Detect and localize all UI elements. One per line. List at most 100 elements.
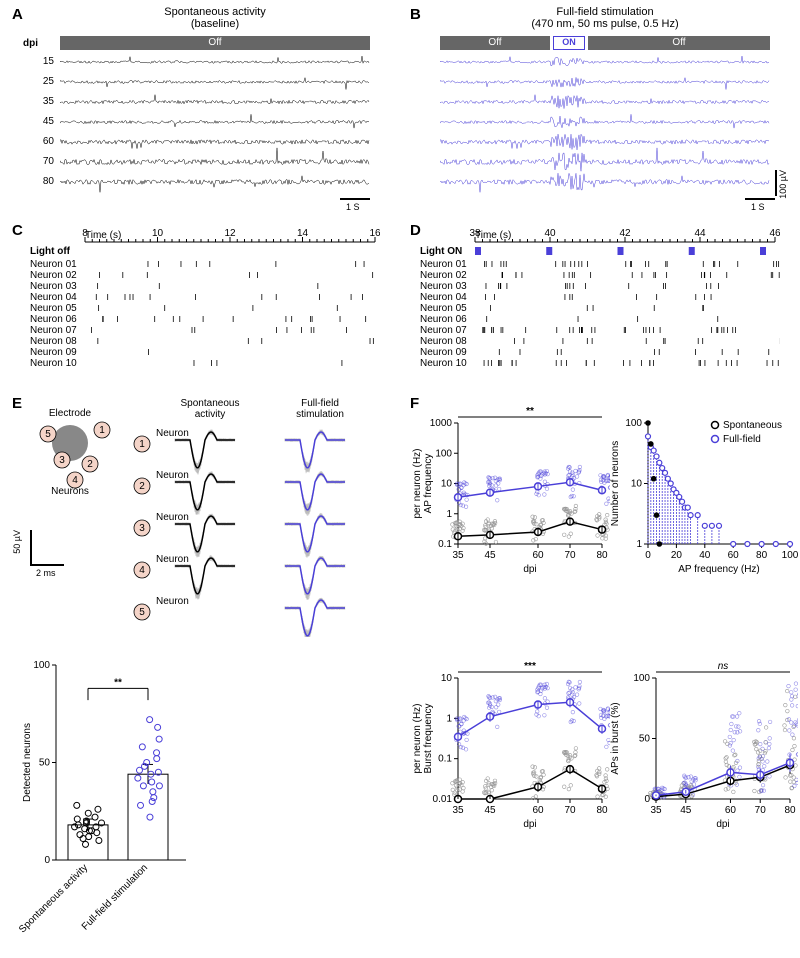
svg-text:Full-field stimulation: Full-field stimulation [80, 862, 150, 932]
svg-text:Detected neurons: Detected neurons [22, 723, 33, 802]
svg-text:**: ** [114, 677, 122, 688]
svg-text:Neuron 04: Neuron 04 [30, 292, 77, 303]
subtitle-text-b: (470 nm, 50 ms pulse, 0.5 Hz) [531, 18, 678, 30]
svg-text:Neuron 03: Neuron 03 [420, 281, 467, 292]
svg-text:Neuron 05: Neuron 05 [420, 303, 467, 314]
svg-text:Neuron 01: Neuron 01 [420, 259, 467, 270]
svg-text:5: 5 [139, 607, 145, 618]
svg-text:70: 70 [564, 805, 576, 816]
svg-text:dpi: dpi [716, 819, 729, 830]
svg-text:10: 10 [152, 228, 164, 239]
svg-text:50: 50 [639, 734, 651, 745]
svg-text:80: 80 [596, 805, 608, 816]
svg-text:Neuron: Neuron [156, 428, 189, 439]
spont-header: Spontaneous activity [165, 398, 255, 420]
svg-text:60: 60 [725, 805, 737, 816]
svg-text:10: 10 [441, 673, 453, 684]
svg-text:14: 14 [297, 228, 309, 239]
detected-neurons-chart: 050100Detected neurons**Spontaneous acti… [18, 650, 198, 950]
dpi-label: 80 [34, 176, 54, 187]
full-header: Full-field stimulation [275, 398, 365, 420]
svg-text:Neuron 08: Neuron 08 [420, 336, 467, 347]
panel-e-waveforms: 1Neuron2Neuron3Neuron4Neuron5Neuron [130, 422, 380, 637]
svg-text:Neuron 07: Neuron 07 [30, 325, 77, 336]
svg-text:Neuron: Neuron [156, 596, 189, 607]
svg-text:Spontaneous: Spontaneous [723, 420, 782, 431]
panel-label-b: B [410, 6, 421, 23]
electrode-schematic: Electrode12345Neurons [30, 408, 130, 498]
svg-text:AP frequency (Hz): AP frequency (Hz) [678, 564, 760, 575]
svg-text:45: 45 [484, 550, 496, 561]
dpi-label: 45 [34, 116, 54, 127]
svg-text:100: 100 [625, 418, 642, 429]
svg-text:Neuron 04: Neuron 04 [420, 292, 467, 303]
svg-text:Neuron 03: Neuron 03 [30, 281, 77, 292]
svg-text:1000: 1000 [430, 418, 453, 429]
svg-text:Neuron 06: Neuron 06 [30, 314, 77, 325]
svg-text:Electrode: Electrode [49, 408, 92, 419]
svg-text:Neuron 02: Neuron 02 [420, 270, 467, 281]
svg-text:12: 12 [224, 228, 236, 239]
chart-ap-frequency: 0.111010010003545607080AP frequencyper n… [410, 405, 610, 580]
svg-text:Light ON: Light ON [420, 246, 462, 257]
panel-b-traces [440, 52, 770, 202]
chart-burst-frequency: 0.010.11103545607080Burst frequencyper n… [410, 660, 610, 835]
svg-text:8: 8 [82, 228, 88, 239]
title-text-b: Full-field stimulation [556, 6, 653, 18]
svg-text:Neuron 10: Neuron 10 [420, 358, 467, 369]
svg-text:35: 35 [650, 805, 662, 816]
panel-d-raster: Time (s)3840424446Light ONNeuron 01Neuro… [420, 228, 780, 378]
svg-text:10: 10 [631, 479, 643, 490]
title-text: Spontaneous activity [164, 6, 266, 18]
svg-text:100: 100 [33, 660, 50, 671]
svg-text:35: 35 [452, 805, 464, 816]
panel-c-raster: Time (s)810121416Light offNeuron 01Neuro… [30, 228, 380, 378]
svg-text:***: *** [524, 661, 536, 672]
svg-text:4: 4 [72, 475, 78, 486]
svg-text:80: 80 [756, 550, 768, 561]
scale-a-x-text: 1 S [346, 202, 360, 212]
panel-b-title: Full-field stimulation(470 nm, 50 ms pul… [440, 6, 770, 30]
svg-text:4: 4 [139, 565, 145, 576]
svg-text:10: 10 [441, 479, 453, 490]
svg-text:per neuron (Hz): per neuron (Hz) [412, 703, 423, 773]
svg-text:Neuron: Neuron [156, 512, 189, 523]
svg-text:Neuron 02: Neuron 02 [30, 270, 77, 281]
svg-text:44: 44 [694, 228, 706, 239]
svg-text:APs in burst (%): APs in burst (%) [610, 702, 621, 774]
svg-text:AP frequency: AP frequency [423, 454, 434, 514]
svg-text:50: 50 [39, 758, 51, 769]
panel-a-title: Spontaneous activity(baseline) [60, 6, 370, 30]
svg-text:70: 70 [755, 805, 767, 816]
svg-text:5: 5 [45, 429, 51, 440]
svg-text:dpi: dpi [523, 819, 536, 830]
svg-text:60: 60 [532, 550, 544, 561]
svg-text:ns: ns [718, 661, 729, 672]
svg-text:80: 80 [596, 550, 608, 561]
dpi-header: dpi [14, 38, 38, 49]
svg-text:46: 46 [769, 228, 780, 239]
scalebar-b-x [745, 198, 775, 200]
svg-text:Time (s): Time (s) [85, 230, 121, 241]
svg-text:0: 0 [44, 855, 50, 866]
svg-text:0.01: 0.01 [433, 794, 453, 805]
svg-text:20: 20 [671, 550, 683, 561]
svg-text:60: 60 [532, 805, 544, 816]
svg-text:Full-field: Full-field [723, 434, 761, 445]
scale-e-y-text: 50 µV [12, 530, 22, 554]
svg-text:Neuron 09: Neuron 09 [30, 347, 77, 358]
dpi-label: 70 [34, 156, 54, 167]
svg-text:Neuron 07: Neuron 07 [420, 325, 467, 336]
svg-text:Neurons: Neurons [51, 486, 89, 497]
svg-text:0: 0 [645, 550, 651, 561]
svg-text:Number of neurons: Number of neurons [610, 441, 621, 527]
on-bar-b: ON [553, 36, 585, 50]
svg-text:3: 3 [139, 523, 145, 534]
dpi-label: 35 [34, 96, 54, 107]
svg-text:Neuron 09: Neuron 09 [420, 347, 467, 358]
scalebar-a-x [340, 198, 370, 200]
svg-text:Neuron 06: Neuron 06 [420, 314, 467, 325]
svg-text:2: 2 [139, 481, 145, 492]
off-bar-b2: Off [588, 36, 770, 50]
svg-text:45: 45 [484, 805, 496, 816]
